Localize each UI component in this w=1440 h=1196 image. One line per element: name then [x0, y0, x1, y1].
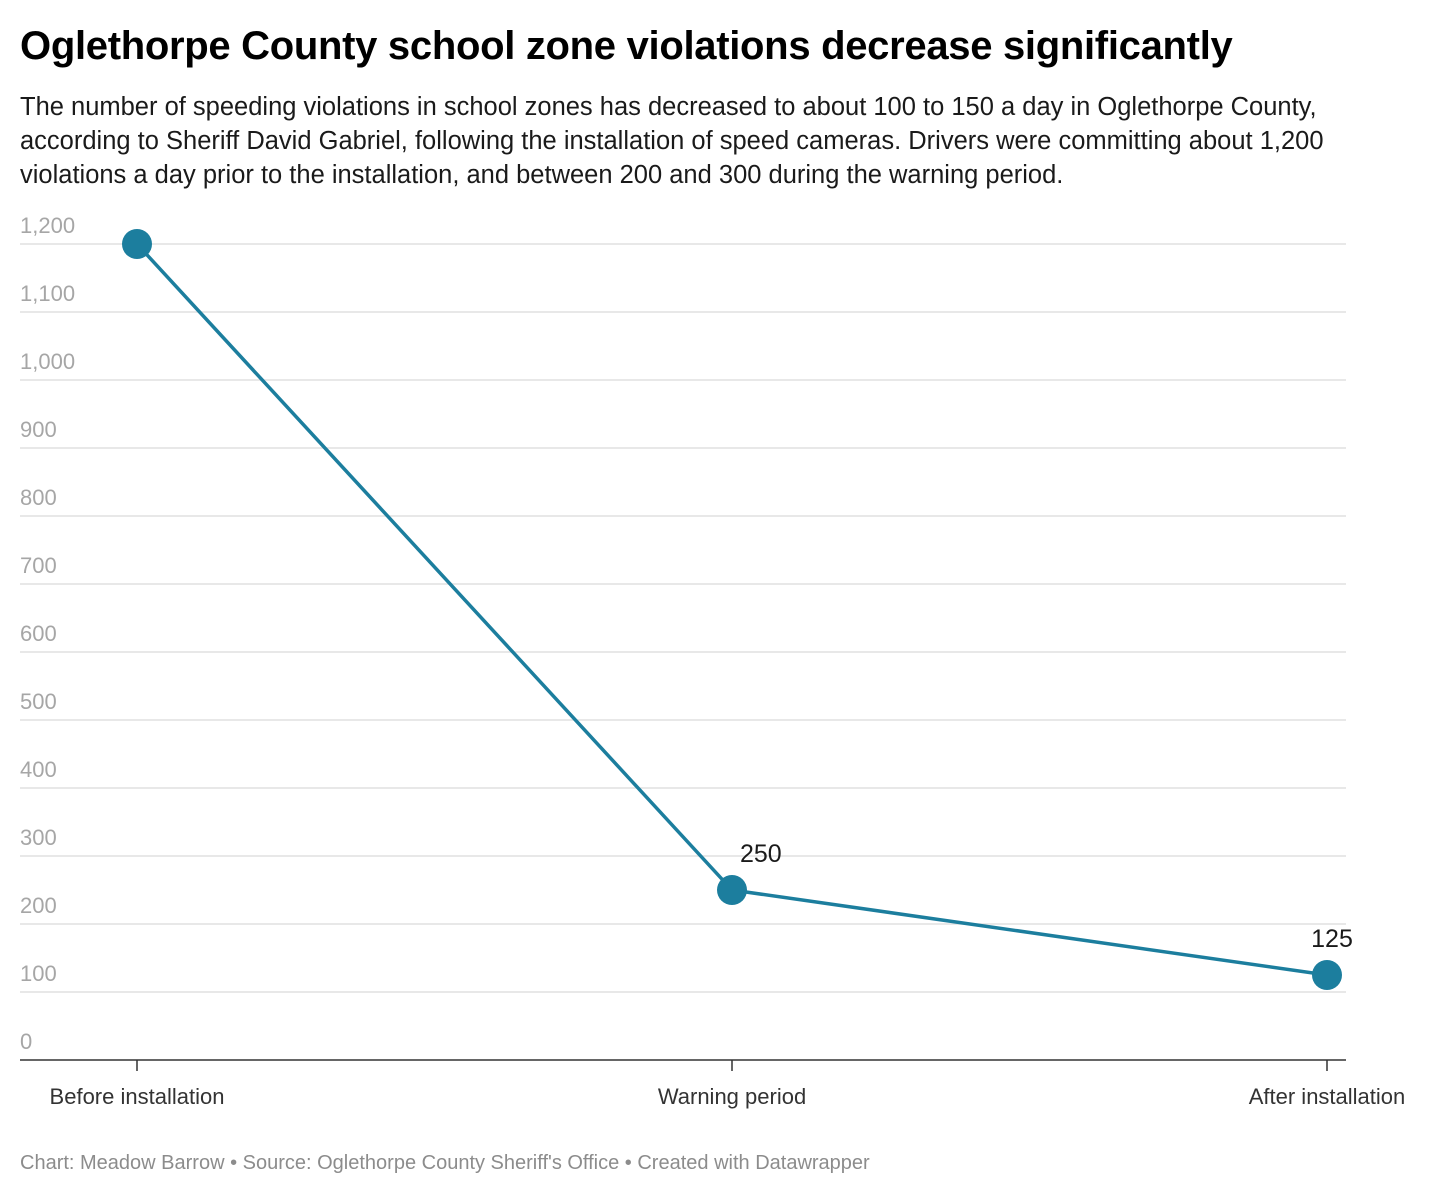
y-tick-label: 1,200 [20, 213, 75, 238]
chart-subtitle: The number of speeding violations in sch… [20, 93, 1324, 189]
x-tick-labels: Before installation Warning period After i… [50, 1084, 1406, 1109]
data-point-marker [122, 229, 152, 259]
data-point-marker [1312, 960, 1342, 990]
y-tick-labels: 0 100 200 300 400 500 600 700 800 900 1,000 1,100 1,… [20, 213, 75, 1054]
series-line [135, 242, 1329, 977]
chart-title: Oglethorpe County school zone violations… [20, 24, 1233, 68]
data-point-marker [717, 875, 747, 905]
y-tick-label: 300 [20, 825, 57, 850]
y-tick-label: 700 [20, 553, 57, 578]
y-tick-label: 1,100 [20, 281, 75, 306]
y-tick-label: 900 [20, 417, 57, 442]
grid-lines [20, 243, 1346, 993]
x-tick-label: After installation [1249, 1084, 1406, 1109]
data-label: 250 [740, 840, 782, 868]
data-labels: 250 125 [740, 840, 1353, 953]
y-tick-label: 200 [20, 893, 57, 918]
y-tick-label: 400 [20, 757, 57, 782]
y-tick-label: 800 [20, 485, 57, 510]
y-tick-label: 0 [20, 1029, 32, 1054]
y-tick-label: 500 [20, 689, 57, 714]
chart-credits: Chart: Meadow Barrow • Source: Oglethorp… [20, 1152, 870, 1174]
series-markers [122, 229, 1342, 990]
x-tick-label: Before installation [50, 1084, 225, 1109]
x-tick-marks [136, 1060, 1328, 1071]
y-tick-label: 1,000 [20, 349, 75, 374]
data-label: 125 [1311, 925, 1353, 953]
series-lines [135, 242, 1329, 977]
x-tick-label: Warning period [658, 1084, 806, 1109]
y-tick-label: 100 [20, 961, 57, 986]
y-tick-label: 600 [20, 621, 57, 646]
